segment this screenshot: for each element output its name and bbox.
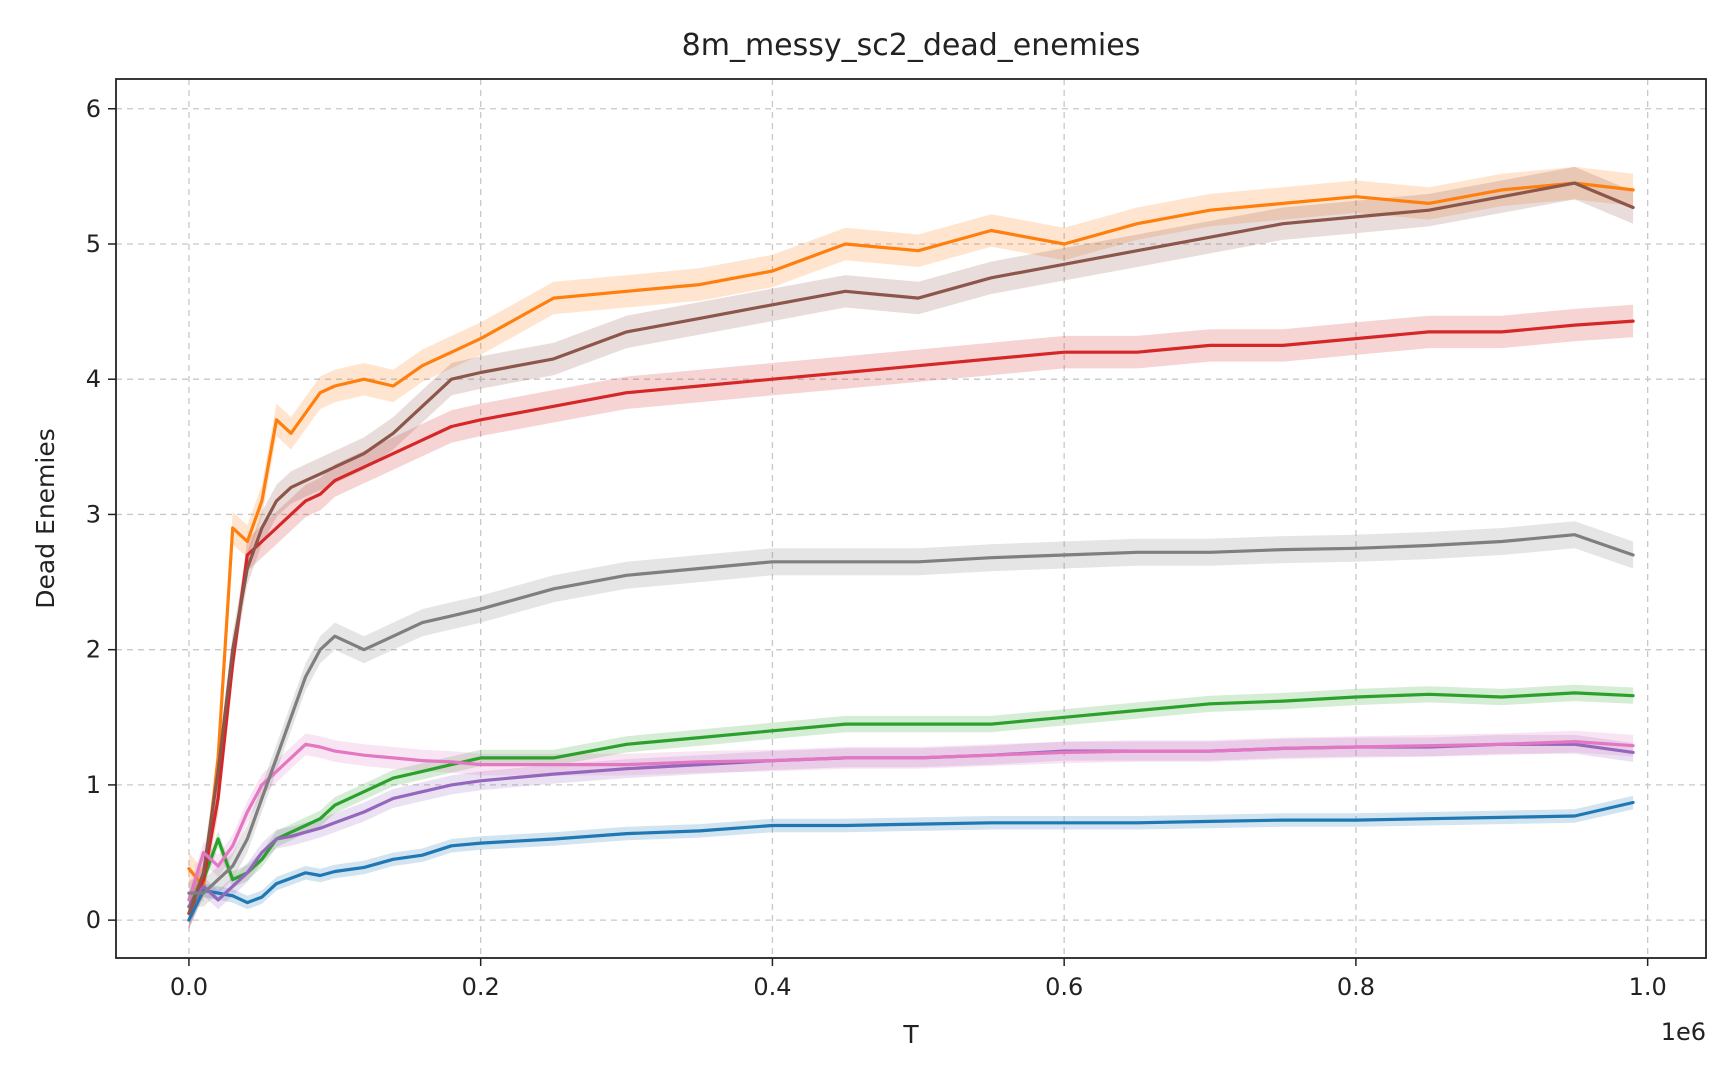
x-axis-offset-text: 1e6 <box>1661 1018 1706 1046</box>
series-0-line <box>187 800 1635 922</box>
x-tick-label: 0.6 <box>1045 973 1083 1001</box>
series-6-band <box>188 730 1634 911</box>
x-tick-label: 0.8 <box>1337 973 1375 1001</box>
x-tick-label: 0.0 <box>170 973 208 1001</box>
y-tick-label: 0 <box>86 906 101 934</box>
series-5-line <box>187 181 1635 915</box>
x-tick-label: 0.2 <box>462 973 500 1001</box>
y-tick-label: 5 <box>86 230 101 258</box>
plot-frame <box>115 78 1707 959</box>
y-tick-label: 3 <box>86 500 101 528</box>
grid <box>116 79 1706 958</box>
series-6-line <box>187 740 1635 902</box>
y-tick-label: 4 <box>86 365 101 393</box>
series-2-band <box>188 684 1634 915</box>
y-tick-label: 2 <box>86 636 101 664</box>
y-tick-label: 1 <box>86 771 101 799</box>
series-5-band <box>188 166 1634 930</box>
series-7-line <box>187 533 1635 895</box>
x-axis-label: T <box>902 1020 919 1049</box>
x-tick-label: 0.4 <box>753 973 791 1001</box>
series-4-band <box>188 734 1634 917</box>
series-1-line <box>187 181 1635 888</box>
confidence-bands <box>188 166 1634 930</box>
series-2-line <box>187 691 1635 909</box>
y-axis-label: Dead Enemies <box>31 428 60 609</box>
x-tick-label: 1.0 <box>1629 973 1667 1001</box>
series-0-band <box>188 795 1634 927</box>
y-tick-label: 6 <box>86 95 101 123</box>
ticks: 0.0 0.2 0.4 0.6 0.8 1.0 0 1 2 3 4 5 6 <box>86 95 1667 1001</box>
chart-title: 8m_messy_sc2_dead_enemies <box>682 28 1141 63</box>
series-lines <box>187 181 1635 922</box>
series-3-line <box>187 319 1635 915</box>
